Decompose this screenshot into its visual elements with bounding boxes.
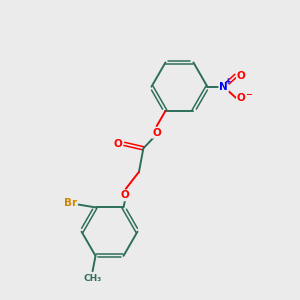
- Text: O: O: [237, 93, 246, 103]
- Text: O: O: [152, 128, 161, 138]
- Text: CH₃: CH₃: [83, 274, 102, 283]
- Text: Br: Br: [64, 198, 77, 208]
- Text: O: O: [113, 139, 122, 149]
- Text: O: O: [237, 70, 246, 80]
- Text: −: −: [245, 90, 252, 99]
- Text: +: +: [225, 77, 231, 86]
- Text: N: N: [219, 82, 228, 92]
- Text: O: O: [121, 190, 130, 200]
